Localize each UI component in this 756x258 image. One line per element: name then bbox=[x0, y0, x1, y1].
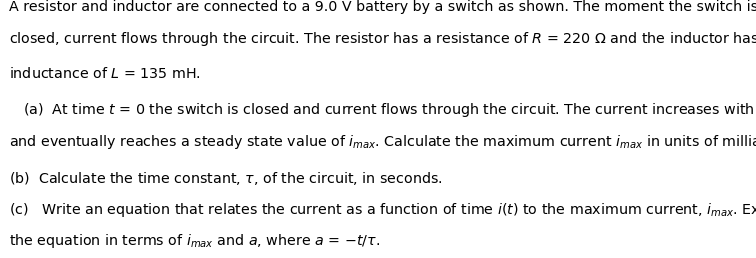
Text: A resistor and inductor are connected to a 9.0 V battery by a switch as shown. T: A resistor and inductor are connected to… bbox=[9, 0, 756, 14]
Text: inductance of $L$ = 135 mH.: inductance of $L$ = 135 mH. bbox=[9, 66, 201, 81]
Text: and eventually reaches a steady state value of $i_{max}$. Calculate the maximum : and eventually reaches a steady state va… bbox=[9, 133, 756, 151]
Text: (c)   Write an equation that relates the current as a function of time $i(t)$ to: (c) Write an equation that relates the c… bbox=[9, 201, 756, 219]
Text: the equation in terms of $i_{max}$ and $a$, where $a$ = −$t$/$\tau$.: the equation in terms of $i_{max}$ and $… bbox=[9, 232, 380, 250]
Text: (b)  Calculate the time constant, $\tau$, of the circuit, in seconds.: (b) Calculate the time constant, $\tau$,… bbox=[9, 170, 443, 187]
Text: (a)  At time $t$ = 0 the switch is closed and current flows through the circuit.: (a) At time $t$ = 0 the switch is closed… bbox=[23, 101, 756, 119]
Text: closed, current flows through the circuit. The resistor has a resistance of $R$ : closed, current flows through the circui… bbox=[9, 30, 756, 48]
